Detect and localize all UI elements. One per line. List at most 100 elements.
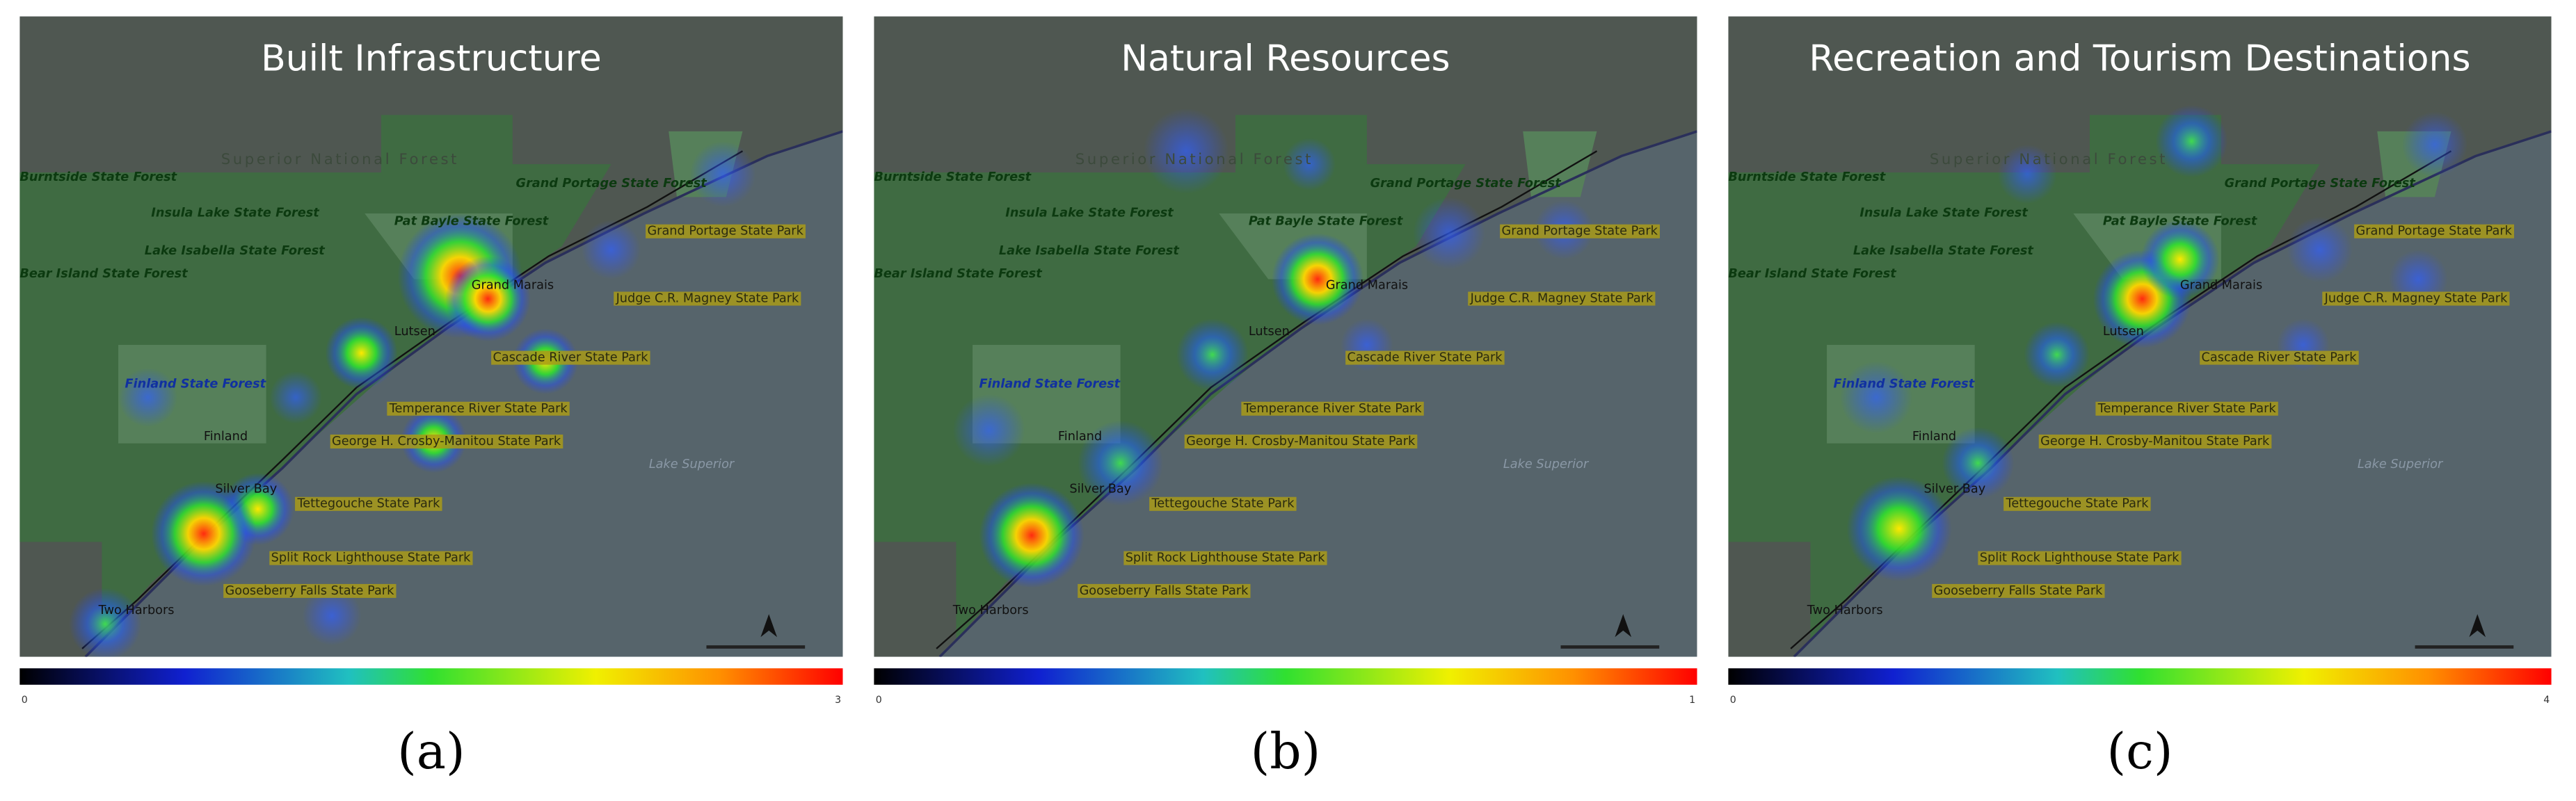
place-label: Grand Portage State Forest — [516, 177, 707, 191]
place-label: Grand Portage State Forest — [2225, 177, 2416, 191]
scale-bar — [1560, 645, 1660, 649]
heat-spot — [2155, 105, 2228, 178]
place-label: Pat Bayle State Forest — [1249, 215, 1403, 229]
place-label: Insula Lake State Forest — [151, 207, 319, 220]
map-panel: Superior National Forest Burntside State … — [874, 16, 1697, 780]
label-box — [330, 434, 563, 448]
heat-spot — [2287, 216, 2353, 283]
scale-bar — [2415, 645, 2514, 649]
place-label: Pat Bayle State Forest — [2103, 215, 2257, 229]
colorbar — [19, 668, 843, 685]
subfigure-label: (b) — [1251, 722, 1321, 780]
place-label: Burntside State Forest — [19, 170, 177, 184]
colorbar — [874, 668, 1697, 685]
heat-spot — [1283, 138, 1336, 191]
place-label: Temperance River State Park — [2097, 402, 2277, 416]
label-box — [614, 291, 801, 306]
place-label: Superior National Forest — [221, 151, 459, 168]
panel-title: Built Infrastructure — [261, 38, 602, 80]
heat-spot — [151, 480, 257, 587]
heat-spot — [269, 371, 322, 424]
place-label: Tettegouche State Park — [1151, 497, 1295, 511]
label-box — [1123, 551, 1327, 565]
map: Superior National Forest Burntside State … — [1728, 16, 2552, 657]
label-box — [2322, 291, 2510, 306]
place-label: Judge C.R. Magney State Park — [616, 292, 799, 306]
place-label: Temperance River State Park — [1243, 402, 1423, 416]
label-box — [646, 224, 806, 238]
place-label: Bear Island State Forest — [19, 267, 188, 281]
label-box — [2003, 496, 2151, 511]
place-label: Split Rock Lighthouse State Park — [1980, 551, 2180, 565]
label-box — [387, 401, 570, 416]
place-label: Silver Bay — [1069, 482, 1131, 496]
place-label: Cascade River State Park — [2202, 351, 2358, 365]
map-panel: Superior National Forest Burntside State … — [19, 16, 843, 780]
label-box — [1978, 551, 2182, 565]
place-label: Lake Superior — [1503, 458, 1590, 471]
place-label: Grand Portage State Forest — [1370, 177, 1562, 191]
place-label: Grand Marais — [1326, 279, 1408, 293]
place-label: Superior National Forest — [1075, 151, 1313, 168]
place-label: Gooseberry Falls State Park — [1934, 584, 2104, 598]
label-box — [223, 583, 397, 598]
place-label: Grand Marais — [472, 279, 554, 293]
heat-spot — [118, 368, 178, 428]
label-box — [491, 350, 650, 365]
forest-light — [118, 131, 743, 444]
map: Superior National Forest Burntside State … — [19, 16, 843, 657]
place-label: Bear Island State Forest — [874, 267, 1042, 281]
place-label: Finland State Forest — [979, 377, 1121, 391]
place-label: Tettegouche State Park — [2006, 497, 2150, 511]
label-box — [2200, 350, 2359, 365]
heat-spot — [2401, 111, 2468, 178]
colorbar-tick-label: 0 — [876, 695, 882, 706]
place-label: Burntside State Forest — [1728, 170, 1885, 184]
place-label: Split Rock Lighthouse State Park — [1126, 551, 1326, 565]
place-label: Two Harbors — [1807, 604, 1883, 617]
place-label: Lutsen — [2103, 325, 2144, 339]
place-label: Bear Island State Forest — [1728, 267, 1896, 281]
heat-spot — [979, 483, 1085, 588]
place-label: George H. Crosby-Manitou State Park — [1186, 435, 1416, 448]
heat-spot — [1078, 420, 1164, 506]
place-label: Burntside State Forest — [874, 170, 1031, 184]
heat-spot — [1271, 233, 1364, 325]
colorbar-tick-label: 0 — [1730, 695, 1736, 706]
heat-spot — [1997, 144, 2057, 204]
place-label: Grand Marais — [2180, 279, 2262, 293]
place-label: Grand Portage State Park — [647, 225, 803, 238]
place-label: George H. Crosby-Manitou State Park — [2040, 435, 2270, 448]
colorbar-tick-label: 4 — [2543, 695, 2550, 706]
place-label: Lake Isabella State Forest — [999, 244, 1179, 258]
label-box — [2354, 224, 2515, 238]
place-label: Cascade River State Park — [493, 351, 648, 365]
colorbar-tick-label: 3 — [835, 695, 841, 706]
heat-spot — [1412, 197, 1485, 270]
scale-bar — [706, 645, 806, 649]
heat-spot — [1942, 427, 2015, 499]
label-box — [1078, 583, 1251, 598]
place-label: Tettegouche State Park — [296, 497, 440, 511]
place-label: Finland — [1912, 430, 1956, 444]
place-label: Pat Bayle State Forest — [394, 215, 549, 229]
heat-spot — [689, 141, 756, 207]
heat-spot — [69, 588, 142, 657]
label-box — [269, 551, 473, 565]
label-box — [1184, 434, 1418, 448]
panel-title: Recreation and Tourism Destinations — [1809, 38, 2470, 80]
place-label: Split Rock Lighthouse State Park — [271, 551, 472, 565]
place-label: Lutsen — [1249, 325, 1290, 339]
heat-spot — [1840, 361, 1912, 434]
place-label: Insula Lake State Forest — [1859, 207, 2028, 220]
heat-spot — [1143, 108, 1229, 194]
heat-spot — [445, 256, 531, 342]
place-label: Lake Superior — [649, 458, 735, 471]
panel-title: Natural Resources — [1121, 38, 1450, 80]
heat-spot — [1846, 476, 1952, 582]
colorbar-tick-label: 0 — [22, 695, 28, 706]
place-label: Temperance River State Park — [389, 402, 568, 416]
colorbar — [1728, 668, 2552, 685]
place-label: Cascade River State Park — [1347, 351, 1503, 365]
